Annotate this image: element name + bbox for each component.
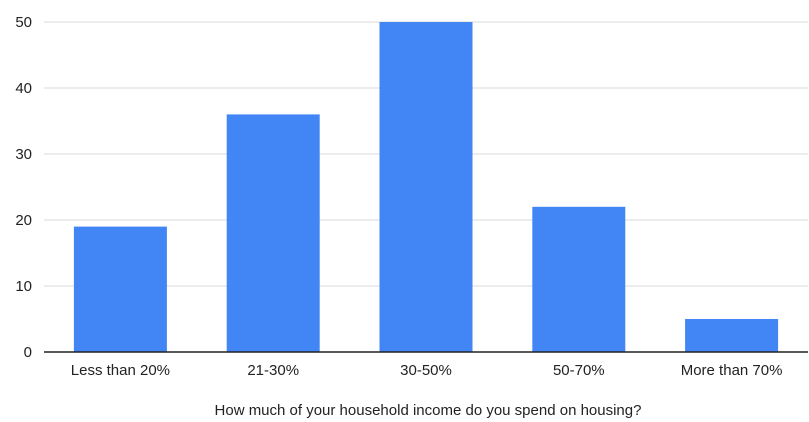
y-tick-labels: 0 10 20 30 40 50 <box>15 14 32 361</box>
y-tick-label: 30 <box>15 146 32 163</box>
y-tick-label: 40 <box>15 80 32 97</box>
bar-4 <box>532 206 626 352</box>
x-tick-label: Less than 20% <box>71 362 170 379</box>
bar-2 <box>226 114 320 353</box>
y-tick-label: 10 <box>15 278 32 295</box>
x-tick-label: 50-70% <box>553 362 605 379</box>
x-tick-label: More than 70% <box>681 362 783 379</box>
bar-5 <box>685 319 779 352</box>
x-tick-label: 21-30% <box>247 362 299 379</box>
y-tick-label: 0 <box>24 344 32 361</box>
y-tick-label: 20 <box>15 212 32 229</box>
bars <box>73 22 779 353</box>
y-tick-label: 50 <box>15 14 32 31</box>
bar-3 <box>379 22 473 352</box>
x-tick-label: 30-50% <box>400 362 452 379</box>
bar-1 <box>73 226 167 352</box>
x-tick-labels: Less than 20% 21-30% 30-50% 50-70% More than… <box>71 362 783 379</box>
x-axis-title: How much of your household income do you… <box>215 402 642 419</box>
